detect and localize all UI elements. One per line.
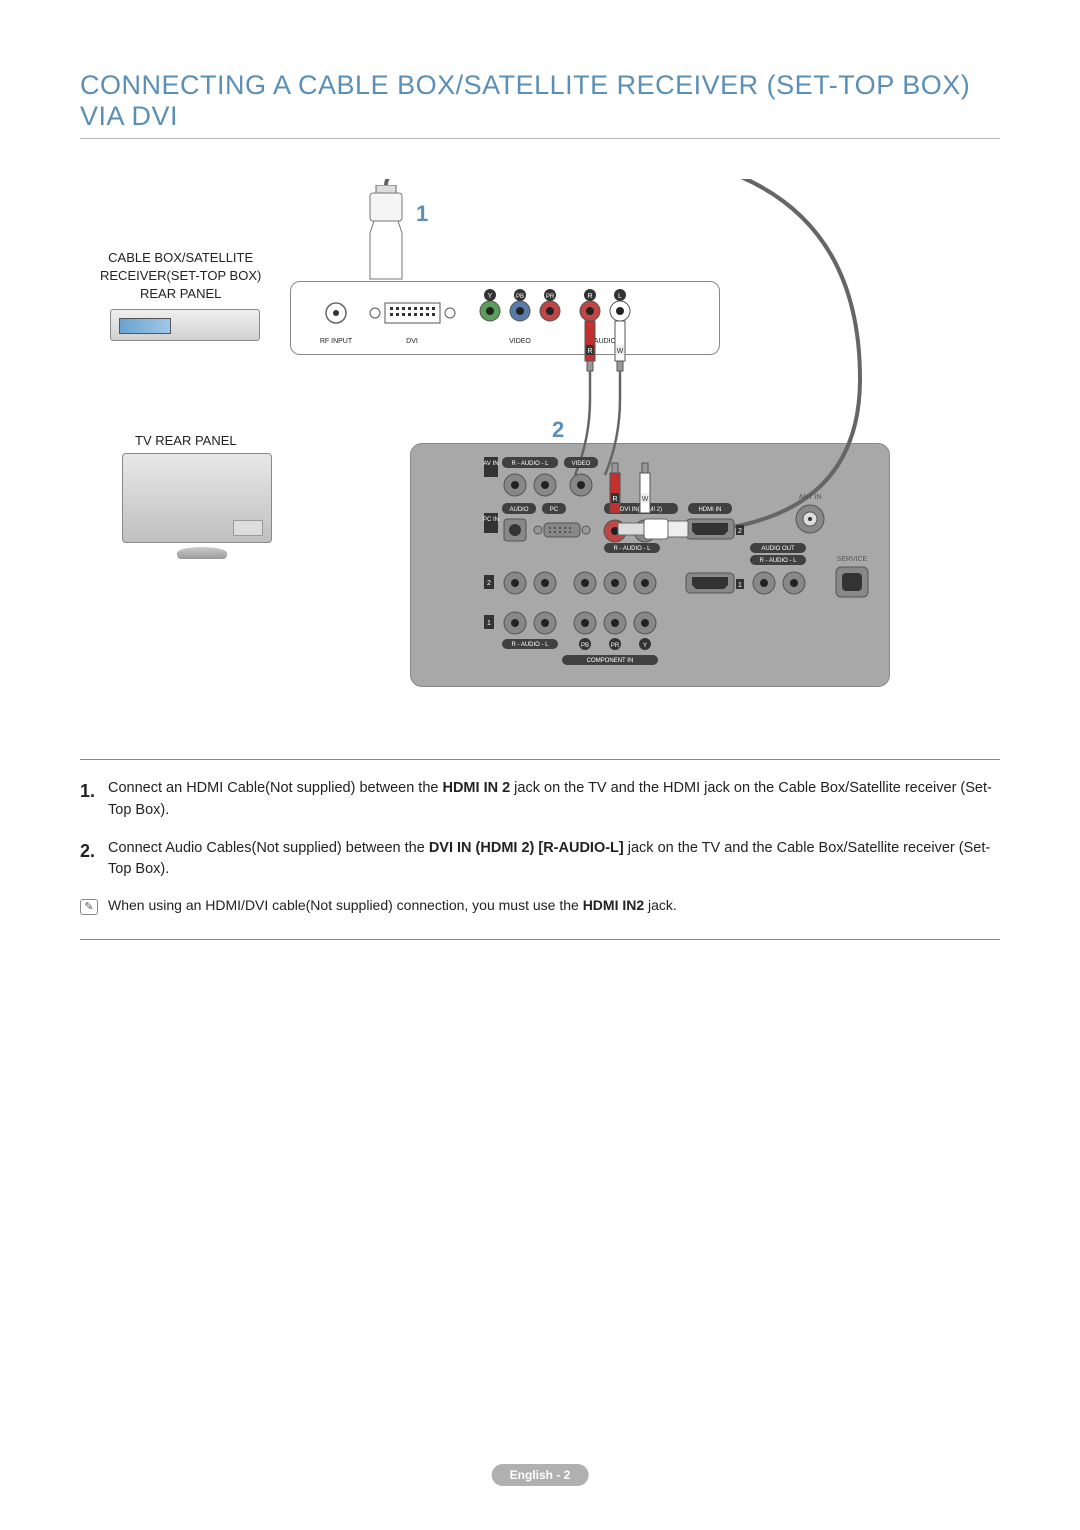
svg-text:AUDIO: AUDIO	[509, 507, 528, 513]
svg-text:RF INPUT: RF INPUT	[320, 338, 353, 345]
svg-text:HDMI IN: HDMI IN	[699, 507, 722, 513]
step-text: Connect Audio Cables(Not supplied) betwe…	[108, 838, 1000, 882]
svg-text:PR: PR	[611, 643, 620, 649]
instructions-block: 1. Connect an HDMI Cable(Not supplied) b…	[80, 759, 1000, 940]
svg-text:W: W	[617, 348, 624, 355]
note-text: When using an HDMI/DVI cable(Not supplie…	[108, 897, 677, 915]
note: ✎ When using an HDMI/DVI cable(Not suppl…	[80, 897, 1000, 915]
svg-text:W: W	[642, 496, 649, 503]
svg-text:2: 2	[738, 528, 742, 535]
svg-text:2: 2	[487, 580, 491, 587]
svg-text:R - AUDIO - L: R - AUDIO - L	[759, 558, 797, 564]
step-text: Connect an HDMI Cable(Not supplied) betw…	[108, 778, 1000, 822]
svg-text:VIDEO: VIDEO	[509, 338, 531, 345]
step-number: 1.	[80, 778, 108, 822]
svg-text:VIDEO: VIDEO	[572, 461, 591, 467]
svg-text:DVI: DVI	[406, 338, 418, 345]
svg-text:AV IN: AV IN	[483, 461, 498, 467]
svg-text:Y: Y	[643, 643, 647, 649]
svg-text:PC IN: PC IN	[483, 517, 499, 523]
svg-text:PC: PC	[550, 507, 559, 513]
svg-text:R - AUDIO - L: R - AUDIO - L	[613, 546, 651, 552]
svg-text:R: R	[587, 293, 592, 300]
svg-text:PR: PR	[546, 294, 555, 300]
svg-text:SERVICE: SERVICE	[837, 556, 868, 563]
connection-diagram: CABLE BOX/SATELLITE RECEIVER(SET-TOP BOX…	[80, 179, 1000, 739]
step-1: 1. Connect an HDMI Cable(Not supplied) b…	[80, 778, 1000, 822]
svg-text:PB: PB	[516, 294, 524, 300]
svg-text:L: L	[618, 293, 622, 300]
svg-text:Y: Y	[488, 293, 493, 300]
svg-text:R: R	[587, 348, 592, 355]
svg-text:PB: PB	[581, 643, 589, 649]
svg-text:1: 1	[487, 620, 491, 627]
svg-text:1: 1	[738, 582, 742, 589]
diagram-svg: RF INPUT DVI Y PB PR VIDEO R L AUDIO	[80, 179, 1000, 739]
svg-text:ANT IN: ANT IN	[799, 494, 822, 501]
note-icon: ✎	[80, 897, 108, 915]
step-number: 2.	[80, 838, 108, 882]
svg-text:R - AUDIO - L: R - AUDIO - L	[511, 461, 549, 467]
page-footer: English - 2	[492, 1464, 589, 1486]
svg-text:AUDIO: AUDIO	[594, 338, 617, 345]
page-title: CONNECTING A CABLE BOX/SATELLITE RECEIVE…	[80, 70, 1000, 139]
svg-text:R - AUDIO - L: R - AUDIO - L	[511, 642, 549, 648]
svg-text:COMPONENT IN: COMPONENT IN	[587, 658, 634, 664]
svg-text:AUDIO OUT: AUDIO OUT	[761, 546, 795, 552]
svg-text:R: R	[612, 496, 617, 503]
step-2: 2. Connect Audio Cables(Not supplied) be…	[80, 838, 1000, 882]
